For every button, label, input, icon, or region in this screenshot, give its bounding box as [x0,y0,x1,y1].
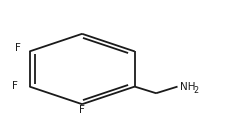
Text: F: F [15,43,21,53]
Text: F: F [79,105,85,115]
Text: NH: NH [180,82,196,92]
Text: F: F [12,81,18,91]
Text: 2: 2 [194,86,199,95]
